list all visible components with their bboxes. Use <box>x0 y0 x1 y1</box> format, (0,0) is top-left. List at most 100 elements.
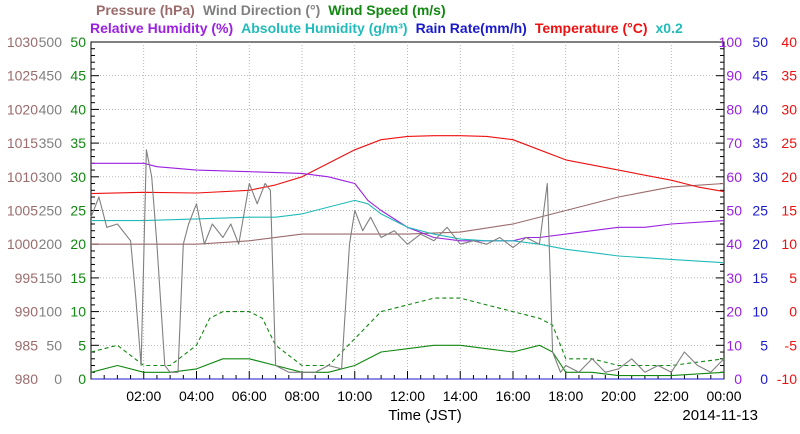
y-tick-label-relative_humidity: 10 <box>726 337 742 353</box>
y-tick-label-wind_direction: 300 <box>39 169 63 185</box>
legend-entry: Wind Direction (°) <box>203 2 320 18</box>
y-tick-label-wind_speed: 40 <box>70 101 86 117</box>
y-tick-label-rain_rate: 10 <box>752 304 768 320</box>
y-tick-label-temperature: 40 <box>781 34 797 50</box>
y-tick-label-temperature: -5 <box>785 337 798 353</box>
y-tick-label-relative_humidity: 20 <box>726 304 742 320</box>
legend-entry: Pressure (hPa) <box>96 2 195 18</box>
y-tick-label-relative_humidity: 60 <box>726 169 742 185</box>
y-tick-label-rain_rate: 0 <box>760 371 768 387</box>
y-tick-label-temperature: -10 <box>777 371 797 387</box>
y-tick-label-wind_direction: 450 <box>39 68 63 84</box>
y-tick-label-pressure: 1030 <box>7 34 38 50</box>
y-tick-label-relative_humidity: 90 <box>726 68 742 84</box>
y-tick-label-wind_speed: 50 <box>70 34 86 50</box>
y-tick-label-relative_humidity: 40 <box>726 236 742 252</box>
series-wind-speed-m-s-gust <box>90 297 725 367</box>
y-tick-label-rain_rate: 35 <box>752 135 768 151</box>
y-tick-label-pressure: 985 <box>15 337 39 353</box>
y-tick-label-pressure: 995 <box>15 270 39 286</box>
x-axis-title: Time (JST) <box>388 407 462 424</box>
y-tick-label-rain_rate: 25 <box>752 203 768 219</box>
y-tick-label-temperature: 25 <box>781 135 797 151</box>
chart-legend: Pressure (hPa) Wind Direction (°) Wind Spe… <box>90 2 683 36</box>
y-tick-label-wind_direction: 0 <box>54 371 62 387</box>
x-tick-label: 06:00 <box>232 388 267 404</box>
series-lines <box>90 135 725 380</box>
y-tick-label-wind_direction: 100 <box>39 304 63 320</box>
series-wind-speed-m-s-average <box>90 344 725 377</box>
x-tick-label: 12:00 <box>390 388 425 404</box>
y-tick-label-relative_humidity: 30 <box>726 270 742 286</box>
y-tick-label-wind_direction: 250 <box>39 203 63 219</box>
series-wind-direction <box>90 149 725 373</box>
x-tick-label: 16:00 <box>495 388 530 404</box>
legend-entry: x0.2 <box>656 20 683 36</box>
legend-entry: Wind Speed (m/s) <box>328 2 445 18</box>
y-tick-label-temperature: 10 <box>781 236 797 252</box>
y-tick-label-wind_speed: 45 <box>70 68 86 84</box>
y-tick-label-wind_speed: 30 <box>70 169 86 185</box>
left-axes: 9809859909951000100510101015102010251030… <box>7 34 86 387</box>
y-tick-label-wind_direction: 50 <box>46 337 62 353</box>
x-tick-label: 00:00 <box>706 388 741 404</box>
y-tick-label-wind_speed: 20 <box>70 236 86 252</box>
x-tick-label: 02:00 <box>126 388 161 404</box>
y-tick-label-wind_speed: 25 <box>70 203 86 219</box>
y-tick-label-wind_direction: 500 <box>39 34 63 50</box>
y-tick-label-relative_humidity: 0 <box>734 371 742 387</box>
y-tick-label-wind_speed: 35 <box>70 135 86 151</box>
y-tick-label-wind_speed: 0 <box>78 371 86 387</box>
y-tick-label-wind_speed: 15 <box>70 270 86 286</box>
y-tick-label-temperature: 0 <box>789 304 797 320</box>
y-tick-label-wind_speed: 5 <box>78 337 86 353</box>
y-tick-label-temperature: 5 <box>789 270 797 286</box>
y-tick-label-temperature: 20 <box>781 169 797 185</box>
y-tick-label-pressure: 1015 <box>7 135 38 151</box>
y-tick-label-relative_humidity: 100 <box>719 34 743 50</box>
y-tick-label-rain_rate: 15 <box>752 270 768 286</box>
y-tick-label-temperature: 15 <box>781 203 797 219</box>
x-tick-label: 10:00 <box>337 388 372 404</box>
y-tick-label-pressure: 1005 <box>7 203 38 219</box>
x-tick-label: 04:00 <box>179 388 214 404</box>
series-absolute-humidity-g-m <box>91 199 725 264</box>
x-axis: 02:00 04:00 06:00 08:00 10:00 12:00 14:00 16:00… <box>126 388 741 404</box>
y-tick-label-pressure: 1010 <box>7 169 38 185</box>
date-label: 2014-11-13 <box>682 407 758 424</box>
y-tick-label-pressure: 980 <box>15 371 39 387</box>
y-tick-label-wind_direction: 400 <box>39 101 63 117</box>
legend-entry: Temperature (°C) <box>535 20 648 36</box>
series-pressure-hpa <box>91 182 725 245</box>
y-tick-label-rain_rate: 30 <box>752 169 768 185</box>
x-tick-label: 22:00 <box>654 388 689 404</box>
y-tick-label-pressure: 990 <box>15 304 39 320</box>
y-tick-label-relative_humidity: 70 <box>726 135 742 151</box>
legend-entry: Rain Rate(mm/h) <box>416 20 527 36</box>
y-tick-label-wind_direction: 200 <box>39 236 63 252</box>
y-tick-label-pressure: 1000 <box>7 236 38 252</box>
y-tick-label-pressure: 1020 <box>7 101 38 117</box>
y-tick-label-rain_rate: 50 <box>752 34 768 50</box>
y-tick-label-wind_direction: 150 <box>39 270 63 286</box>
y-tick-label-pressure: 1025 <box>7 68 38 84</box>
legend-entry: Relative Humidity (%) <box>90 20 233 36</box>
y-tick-label-rain_rate: 20 <box>752 236 768 252</box>
x-tick-label: 18:00 <box>548 388 583 404</box>
y-tick-label-wind_direction: 350 <box>39 135 63 151</box>
y-tick-label-wind_speed: 10 <box>70 304 86 320</box>
y-tick-label-relative_humidity: 50 <box>726 203 742 219</box>
y-tick-label-rain_rate: 5 <box>760 337 768 353</box>
x-tick-label: 20:00 <box>601 388 636 404</box>
x-tick-label: 14:00 <box>443 388 478 404</box>
y-tick-label-temperature: 30 <box>781 101 797 117</box>
plot-grid <box>90 41 725 380</box>
right-axes: 0102030405060708090100051015202530354045… <box>719 34 798 387</box>
y-tick-label-rain_rate: 40 <box>752 101 768 117</box>
series-temperature-c <box>90 135 725 195</box>
y-tick-label-rain_rate: 45 <box>752 68 768 84</box>
y-tick-label-temperature: 35 <box>781 68 797 84</box>
legend-entry: Absolute Humidity (g/m³) <box>241 20 407 36</box>
x-tick-label: 08:00 <box>284 388 319 404</box>
